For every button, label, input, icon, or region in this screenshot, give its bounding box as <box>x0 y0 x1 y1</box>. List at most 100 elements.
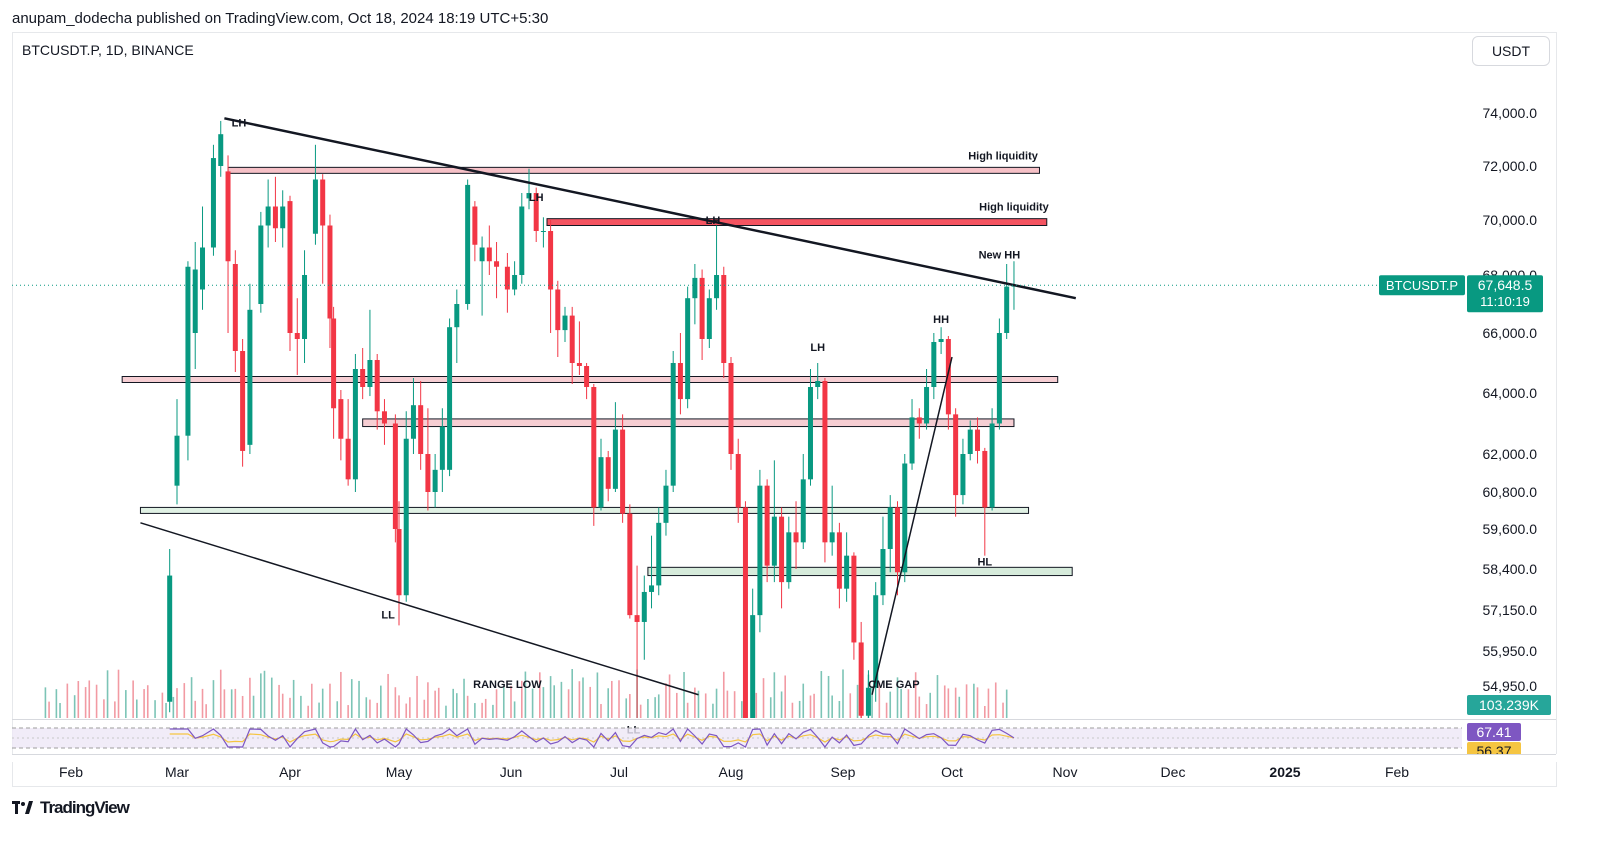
volume-bar <box>596 672 599 718</box>
volume-bar <box>263 670 266 718</box>
candle-body <box>714 275 720 299</box>
volume-bar <box>492 704 494 718</box>
x-tick-label: Nov <box>1053 764 1078 780</box>
candle-body <box>381 411 387 424</box>
candle-body <box>167 575 173 702</box>
volume-bar <box>409 697 411 718</box>
volume-bar <box>683 672 685 718</box>
candle-body <box>410 405 416 439</box>
volume-bar <box>958 696 961 718</box>
volume-badge-label: 103.239K <box>1479 697 1540 713</box>
volume-bar <box>398 695 400 718</box>
y-tick-label: 62,000.0 <box>1483 446 1538 462</box>
zone-box <box>227 166 1040 174</box>
volume-bar <box>502 685 505 718</box>
y-tick-label: 58,400.0 <box>1483 561 1538 577</box>
y-tick-label: 57,150.0 <box>1483 602 1538 618</box>
volume-bar <box>165 702 167 718</box>
volume-bar <box>571 669 573 718</box>
candle-body <box>280 206 286 229</box>
zones <box>121 166 1073 577</box>
volume-bar <box>929 692 931 718</box>
volume-bar <box>914 672 917 718</box>
candle-body <box>486 247 492 262</box>
volume-bar <box>994 682 997 718</box>
candle-body <box>692 277 698 299</box>
volume-bar <box>521 680 523 718</box>
candle-body <box>786 532 792 583</box>
annotation-label: LH <box>810 342 825 354</box>
candle-body <box>247 309 253 445</box>
candle-body <box>232 264 238 351</box>
candle-body <box>548 231 554 290</box>
volume-bar <box>223 689 226 718</box>
rsi-value-label: 67.41 <box>1476 724 1511 740</box>
candle-body <box>699 277 705 339</box>
symbol-title: BTCUSDT.P, 1D, BINANCE <box>22 42 194 58</box>
volume-bar <box>387 673 389 718</box>
volume-bar <box>350 679 353 718</box>
annotation-label: LL <box>381 610 395 622</box>
volume-bar <box>1005 689 1008 718</box>
trendlines <box>140 117 1077 696</box>
volume-bar <box>452 688 454 718</box>
volume-bar <box>59 703 61 718</box>
volume-bar <box>820 671 823 718</box>
annotation-label: LH <box>529 192 544 204</box>
volume-bar <box>484 698 487 718</box>
published-byline: anupam_dodecha published on TradingView.… <box>12 10 549 27</box>
candle-body <box>447 327 453 470</box>
volume-bar <box>125 690 127 718</box>
candle-body <box>465 184 471 304</box>
volume-bar <box>394 687 397 718</box>
y-tick-label: 70,000.0 <box>1483 212 1538 228</box>
volume-bar <box>205 704 207 718</box>
candle-body <box>706 298 712 339</box>
last-price-value: 67,648.5 <box>1478 277 1533 293</box>
volume-bar <box>466 695 469 718</box>
candle-body <box>880 549 886 596</box>
volume-bar <box>445 705 447 718</box>
rsi-line <box>169 727 1015 749</box>
candles <box>167 120 1017 718</box>
candle-body <box>225 171 231 262</box>
chart-frame <box>12 32 1557 787</box>
candle-body <box>902 463 908 573</box>
volume-bar <box>697 690 700 718</box>
candle-body <box>735 454 741 508</box>
currency-button[interactable]: USDT <box>1472 36 1550 66</box>
volume-bar <box>943 685 946 718</box>
volume-bar <box>976 687 979 718</box>
volume-bar <box>842 669 844 718</box>
volume-bar <box>878 682 881 718</box>
volume-bar <box>132 680 134 718</box>
volume-bar <box>856 684 859 718</box>
candle-body <box>345 438 351 480</box>
candle-body <box>764 485 770 566</box>
volume-bar <box>769 697 772 718</box>
candle-body <box>916 417 922 424</box>
volume-bar <box>66 683 69 718</box>
candle-body <box>265 206 271 226</box>
volume-bar <box>784 675 786 718</box>
volume-bar <box>183 683 186 718</box>
y-tick-label: 60,800.0 <box>1483 484 1538 500</box>
volume-bar <box>358 680 360 718</box>
candle-body <box>418 405 424 454</box>
volume-bar <box>780 691 783 718</box>
annotation-label: High liquidity <box>979 202 1050 214</box>
candle-body <box>793 532 799 543</box>
volume-bar <box>665 683 667 718</box>
candle-body <box>771 516 777 566</box>
volume-bar <box>510 685 512 718</box>
volume-bar <box>762 678 765 718</box>
volume-bar <box>495 689 498 718</box>
candle-body <box>200 247 206 290</box>
candle-body <box>331 318 337 409</box>
volume-bar <box>524 671 527 718</box>
volume-bar <box>802 683 805 718</box>
candle-body <box>327 225 333 319</box>
candle-body <box>367 360 373 387</box>
candle-body <box>533 193 539 231</box>
